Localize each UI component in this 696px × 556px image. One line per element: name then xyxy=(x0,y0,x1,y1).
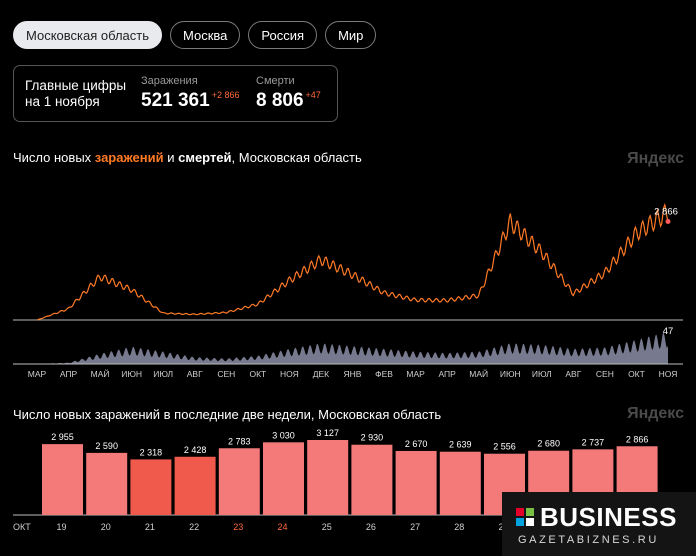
chart1-title: Число новых заражений и смертей, Московс… xyxy=(13,150,362,165)
month-tick-label: ОКТ xyxy=(628,369,645,379)
month-tick-label: НОЯ xyxy=(659,369,678,379)
bar xyxy=(263,442,304,515)
deaths-value: 8 806 xyxy=(256,90,304,111)
bar xyxy=(439,451,481,515)
bar-day-label: 28 xyxy=(454,522,464,532)
infections-line xyxy=(36,202,669,321)
bar-day-label: 26 xyxy=(366,522,376,532)
bar-day-label: 19 xyxy=(56,522,66,532)
infections-delta: +2 866 xyxy=(211,90,240,100)
deaths-delta: +47 xyxy=(305,90,321,100)
bar-value-label: 2 556 xyxy=(493,442,516,452)
bar-value-label: 3 030 xyxy=(272,430,295,440)
month-tick-label: АВГ xyxy=(187,369,203,379)
month-tick-label: ФЕВ xyxy=(375,369,393,379)
bar-day-label: 24 xyxy=(277,522,287,532)
bar-value-label: 3 127 xyxy=(316,428,339,438)
tab-moscow[interactable]: Москва xyxy=(170,21,241,49)
business-logo-icon xyxy=(516,508,534,526)
bar-value-label: 2 670 xyxy=(405,439,428,449)
infections-last-point xyxy=(665,219,671,225)
bar xyxy=(42,444,83,515)
bar-day-label: 25 xyxy=(322,522,332,532)
region-tabs: Московская область Москва Россия Мир xyxy=(13,21,377,49)
bar-value-label: 2 930 xyxy=(361,433,384,443)
summary-card: Главные цифры на 1 ноября Заражения 521 … xyxy=(13,65,338,122)
infections-value: 521 361 xyxy=(141,90,210,111)
bar xyxy=(86,452,128,515)
bar xyxy=(395,450,437,515)
infections-label: Заражения xyxy=(141,75,198,87)
bar-value-label: 2 318 xyxy=(140,447,163,457)
month-tick-label: ОКТ xyxy=(249,369,266,379)
month-tick-label: АПР xyxy=(60,369,78,379)
chart2-title: Число новых заражений в последние две не… xyxy=(13,407,442,422)
month-tick-label: СЕН xyxy=(217,369,235,379)
tab-russia[interactable]: Россия xyxy=(248,21,318,49)
month-tick-label: МАЙ xyxy=(469,368,488,379)
month-tick-label: НОЯ xyxy=(280,369,299,379)
chart1-brand: Яндекс xyxy=(627,150,684,167)
month-tick-label: МАР xyxy=(406,369,425,379)
bar-value-label: 2 680 xyxy=(537,439,560,449)
deaths-area xyxy=(37,332,668,364)
month-tick-label: ЯНВ xyxy=(344,369,362,379)
timeline-chart: 2 866 47 МАР АПР МАЙ ИЮН ИЮЛ АВГ СЕН ОКТ НОЯ ДЕК ЯНВ… xyxy=(13,202,683,379)
tab-world[interactable]: Мир xyxy=(325,21,377,49)
bar-day-label: 20 xyxy=(101,522,111,532)
bar-value-label: 2 955 xyxy=(51,432,74,442)
bar-day-label: 22 xyxy=(189,522,199,532)
summary-title: Главные цифры на 1 ноября xyxy=(25,78,127,109)
bar-day-label: 21 xyxy=(145,522,155,532)
deaths-stat: Смерти 8 806 +47 xyxy=(256,75,321,112)
business-watermark: BUSINESS GAZETABIZNES.RU xyxy=(502,492,696,556)
bar-value-label: 2 639 xyxy=(449,440,472,450)
deaths-last-label: 47 xyxy=(663,326,674,337)
month-tick-label: ИЮН xyxy=(500,369,521,379)
month-tick-label: ДЕК xyxy=(313,369,329,379)
bar-value-label: 2 783 xyxy=(228,436,251,446)
bar-month-label: ОКТ xyxy=(13,522,31,532)
month-tick-label: ИЮН xyxy=(121,369,142,379)
month-tick-label: АПР xyxy=(438,369,456,379)
watermark-site: GAZETABIZNES.RU xyxy=(518,534,659,546)
bar-day-label: 27 xyxy=(410,522,420,532)
bar xyxy=(307,440,349,515)
bar xyxy=(351,444,393,515)
month-tick-label: ИЮЛ xyxy=(153,369,173,379)
infections-stat: Заражения 521 361 +2 866 xyxy=(141,75,239,112)
bar xyxy=(174,456,216,515)
month-tick-label: МАЙ xyxy=(91,368,110,379)
bar-value-label: 2 590 xyxy=(95,441,118,451)
bar-value-label: 2 428 xyxy=(184,445,207,455)
month-tick-label: МАР xyxy=(28,369,47,379)
bar xyxy=(130,459,172,515)
bar-value-label: 2 737 xyxy=(582,437,605,447)
infections-last-label: 2 866 xyxy=(654,207,678,218)
bar-day-label: 23 xyxy=(233,522,243,532)
month-tick-label: ИЮЛ xyxy=(532,369,552,379)
month-tick-label: АВГ xyxy=(565,369,581,379)
deaths-label: Смерти xyxy=(256,75,295,87)
month-tick-label: СЕН xyxy=(596,369,614,379)
tab-moscow-region[interactable]: Московская область xyxy=(13,21,163,49)
chart2-brand: Яндекс xyxy=(627,405,684,422)
watermark-word: BUSINESS xyxy=(540,502,677,532)
bar-value-label: 2 866 xyxy=(626,434,649,444)
bar xyxy=(218,448,260,515)
